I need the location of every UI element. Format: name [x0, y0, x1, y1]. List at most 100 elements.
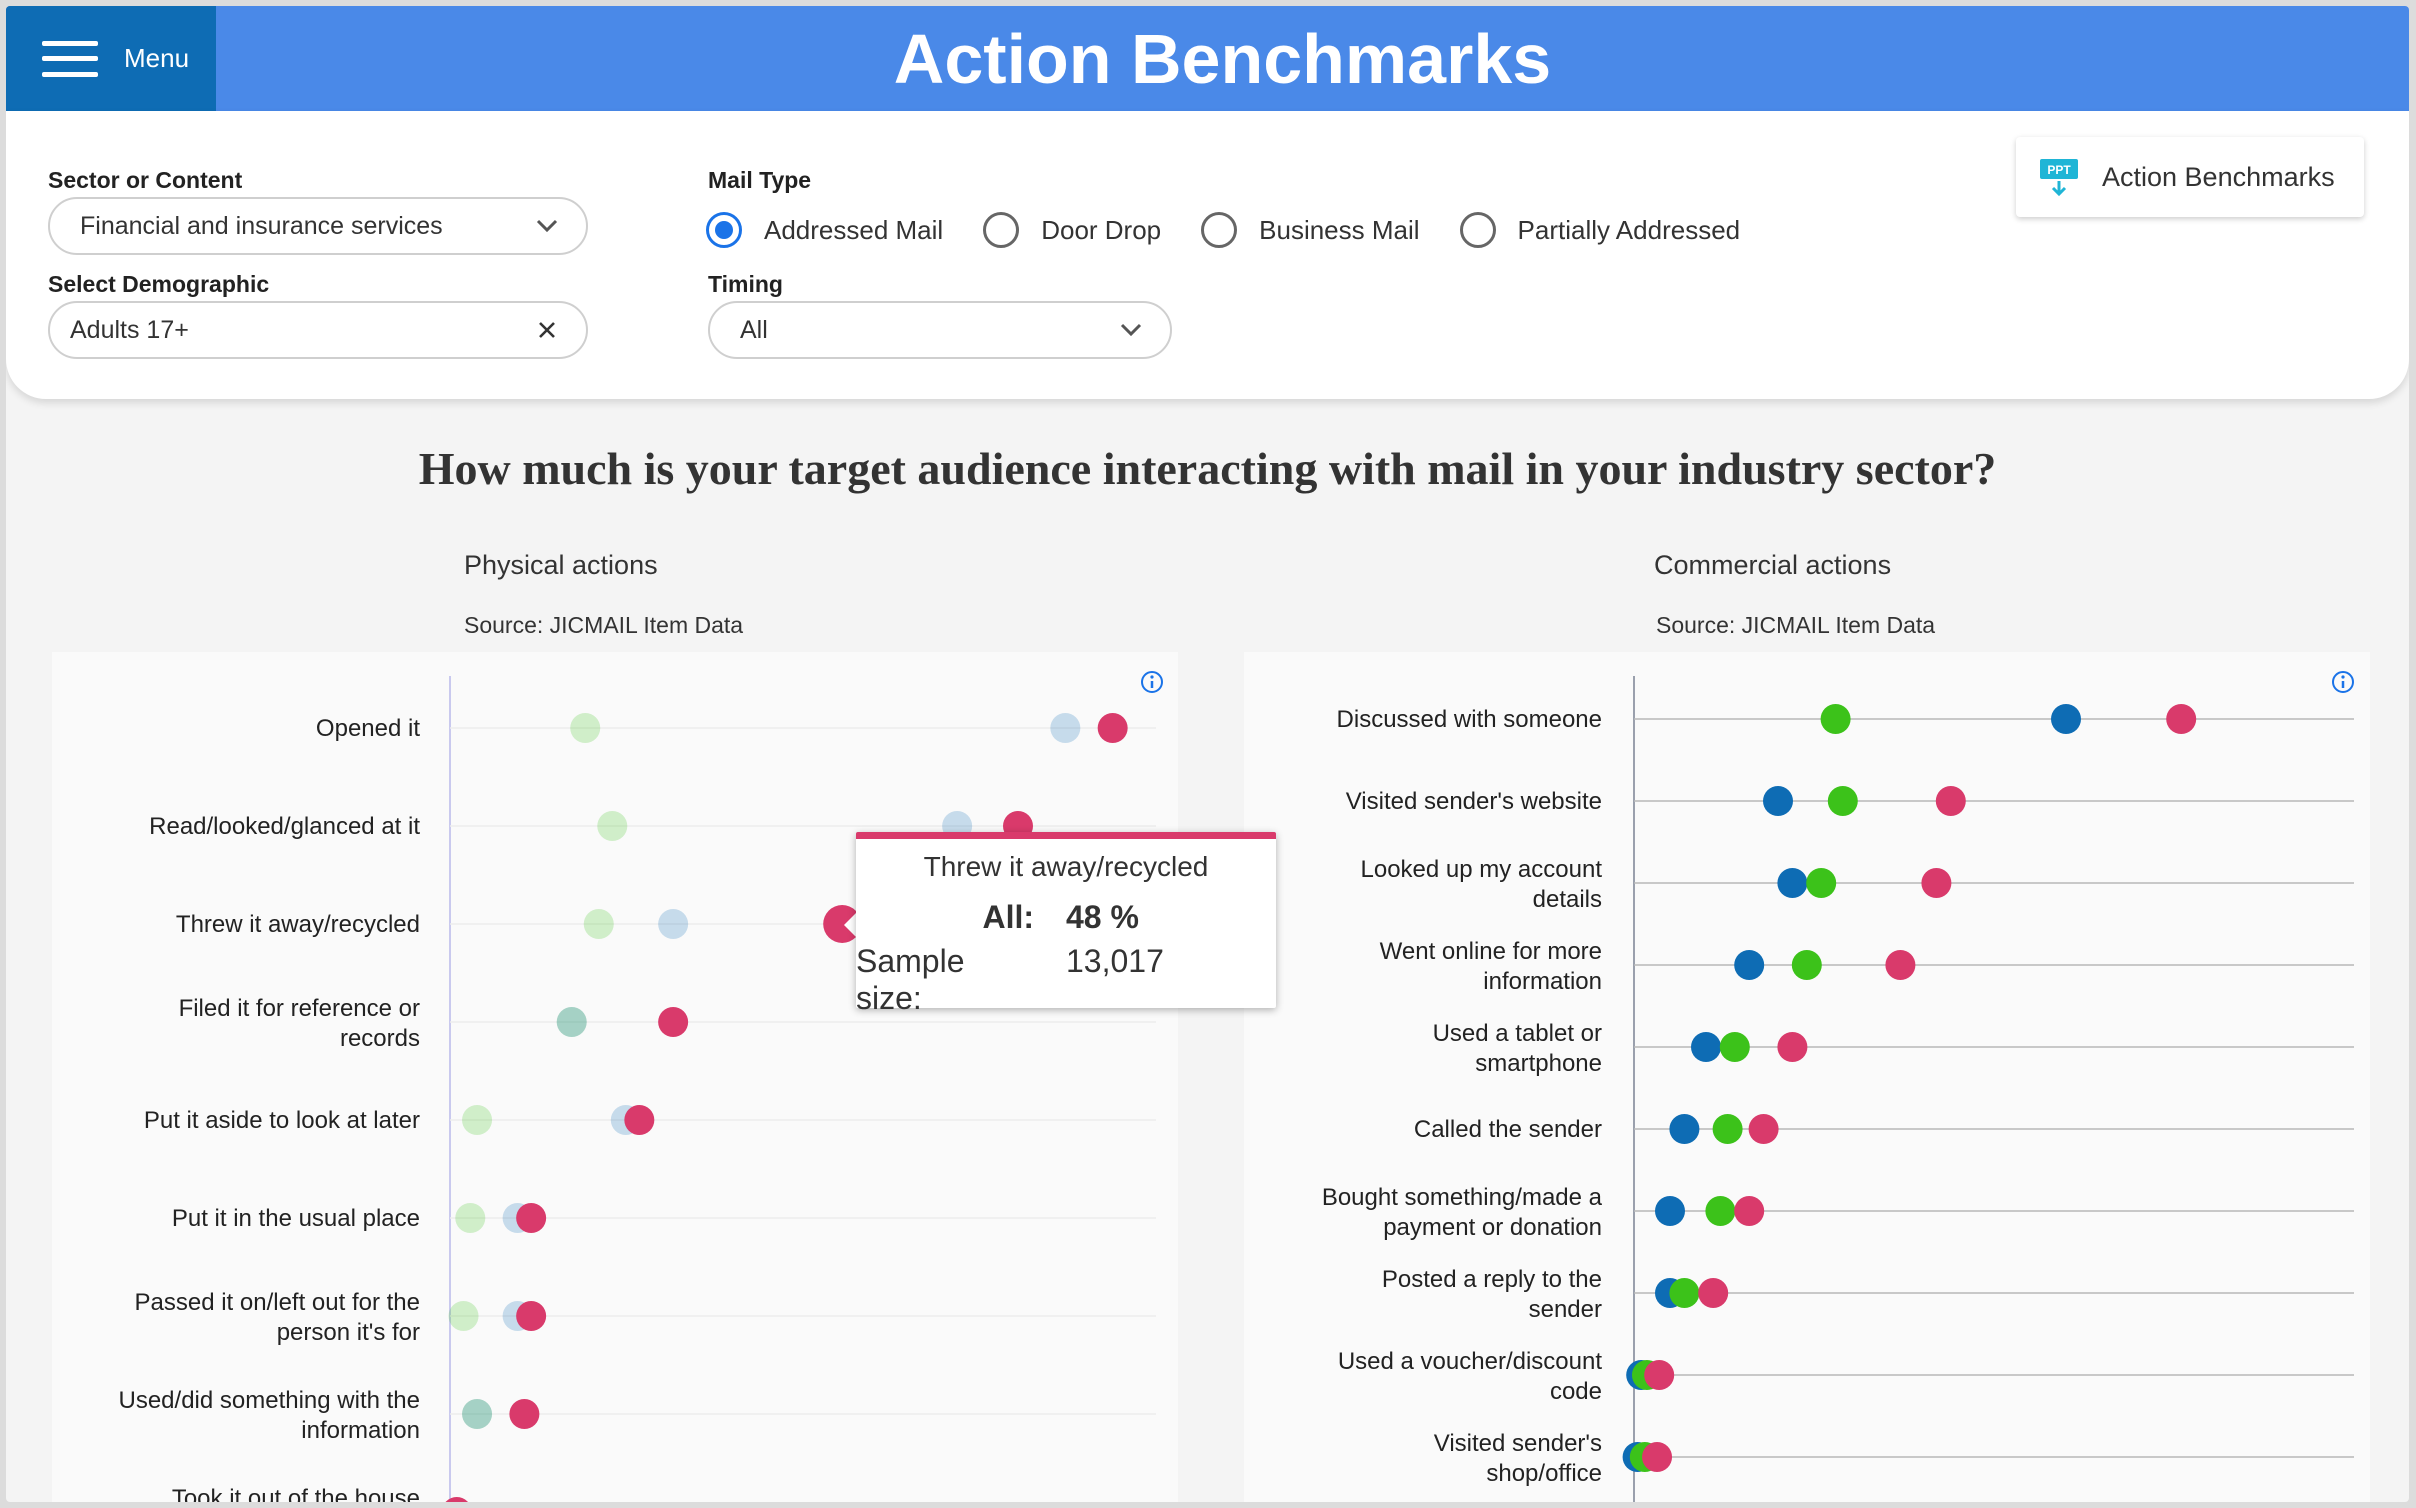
tooltip-caret	[844, 912, 857, 938]
data-point[interactable]	[462, 1399, 493, 1429]
commercial-chart-source: Source: JICMAIL Item Data	[1656, 612, 1936, 638]
category-label: Put it in the usual place	[172, 1205, 420, 1232]
data-point[interactable]	[1644, 1360, 1675, 1390]
data-point[interactable]	[516, 1301, 547, 1331]
data-point[interactable]	[1655, 1196, 1685, 1226]
clear-icon[interactable]	[534, 317, 560, 343]
physical-chart-title: Physical actions	[464, 550, 658, 580]
data-point[interactable]	[442, 1497, 472, 1502]
data-point[interactable]	[1777, 1032, 1808, 1062]
data-point[interactable]	[597, 811, 628, 841]
data-point[interactable]	[516, 1203, 547, 1233]
category-label: Bought something/made a payment or donati…	[1322, 1184, 1603, 1241]
radio-label: Business Mail	[1259, 214, 1420, 245]
data-point[interactable]	[455, 1203, 486, 1233]
data-point[interactable]	[1691, 1032, 1721, 1062]
category-label: Read/looked/glanced at it	[149, 813, 420, 840]
radio-unselected-icon	[1459, 212, 1496, 248]
data-point[interactable]	[1806, 868, 1837, 898]
data-point[interactable]	[658, 1007, 689, 1037]
physical-chart-svg: Opened it Read/looked/glanced at it Threw …	[119, 671, 1163, 1502]
category-label: Discussed with someone	[1337, 706, 1602, 733]
category-label: Used a tablet or smartphone	[1433, 1020, 1602, 1077]
data-point[interactable]	[624, 1105, 655, 1135]
data-point[interactable]	[570, 713, 601, 743]
category-label: Looked up my account details	[1361, 856, 1603, 913]
category-label: Visited sender's shop/office	[1434, 1430, 1602, 1487]
data-point[interactable]	[1669, 1114, 1700, 1144]
data-point[interactable]	[1935, 786, 1966, 816]
data-point[interactable]	[1719, 1032, 1750, 1062]
menu-button[interactable]: Menu	[6, 6, 216, 111]
data-point[interactable]	[658, 909, 689, 939]
data-point[interactable]	[1712, 1114, 1743, 1144]
category-label: Visited sender's website	[1346, 788, 1602, 815]
data-point[interactable]	[1097, 713, 1128, 743]
data-point[interactable]	[556, 1007, 587, 1037]
tooltip-sample-value: 13,017	[1066, 943, 1164, 979]
data-point[interactable]	[462, 1399, 493, 1429]
data-point[interactable]	[1734, 1196, 1765, 1226]
data-point[interactable]	[1642, 1442, 1673, 1472]
category-label: Used/did something with the information	[119, 1387, 421, 1444]
radio-door-drop[interactable]: Door Drop	[983, 212, 1161, 248]
category-label: Went online for more information	[1380, 938, 1602, 995]
category-label: Put it aside to look at later	[144, 1107, 420, 1134]
data-point[interactable]	[2051, 704, 2081, 734]
data-point[interactable]	[2166, 704, 2197, 734]
radio-addressed-mail[interactable]: Addressed Mail	[706, 212, 943, 248]
category-label: Opened it	[316, 715, 420, 742]
mail-type-label: Mail Type	[708, 167, 812, 193]
radio-unselected-icon	[1201, 212, 1238, 248]
category-label: Posted a reply to the sender	[1382, 1266, 1602, 1323]
data-point[interactable]	[1791, 950, 1822, 980]
data-point[interactable]	[1763, 786, 1793, 816]
data-point[interactable]	[583, 909, 614, 939]
data-point[interactable]	[1921, 868, 1952, 898]
info-icon[interactable]	[2332, 671, 2354, 693]
data-point[interactable]	[1827, 786, 1858, 816]
demographic-select[interactable]: Adults 17+	[48, 301, 588, 359]
ppt-download-button[interactable]: PPT Action Benchmarks	[2016, 137, 2364, 217]
radio-business-mail[interactable]: Business Mail	[1201, 212, 1420, 248]
data-point[interactable]	[1705, 1196, 1736, 1226]
app-frame: Menu Action Benchmarks Sector or Content…	[6, 6, 2409, 1502]
data-point[interactable]	[1748, 1114, 1779, 1144]
radio-unselected-icon	[983, 212, 1020, 248]
physical-actions-chart: Opened it Read/looked/glanced at it Threw …	[52, 652, 1178, 1502]
category-label: Passed it on/left out for the person it's…	[134, 1289, 420, 1346]
data-point[interactable]	[1885, 950, 1916, 980]
timing-select[interactable]: All	[708, 301, 1172, 359]
chevron-down-icon	[1118, 317, 1144, 343]
category-label: Called the sender	[1414, 1116, 1602, 1143]
hamburger-icon	[42, 40, 98, 77]
data-point[interactable]	[448, 1301, 479, 1331]
data-point[interactable]	[1820, 704, 1851, 734]
sector-select[interactable]: Financial and insurance services	[48, 197, 588, 255]
info-icon[interactable]	[1141, 671, 1163, 693]
data-point[interactable]	[1734, 950, 1765, 980]
data-point[interactable]	[1777, 868, 1808, 898]
sector-value: Financial and insurance services	[80, 211, 443, 240]
category-label: Filed it for reference or records	[179, 995, 420, 1052]
commercial-chart-title: Commercial actions	[1654, 550, 1892, 580]
menu-label: Menu	[124, 43, 190, 73]
data-point[interactable]	[1698, 1278, 1729, 1308]
data-point[interactable]	[462, 1105, 493, 1135]
commercial-chart-svg: Discussed with someone Visited sender's w…	[1322, 671, 2354, 1502]
tooltip-title: Threw it away/recycled	[923, 851, 1209, 882]
radio-label: Addressed Mail	[764, 214, 944, 245]
data-point[interactable]	[556, 1007, 587, 1037]
mail-type-radio-group: Addressed Mail Door Drop Business Mail P…	[706, 207, 1780, 253]
chart-tooltip: Threw it away/recycled All: 48 % Sample …	[856, 832, 1276, 1016]
data-point[interactable]	[1050, 713, 1081, 743]
tooltip-sample-label: Sample size:	[856, 943, 965, 1016]
data-point[interactable]	[1669, 1278, 1700, 1308]
data-point[interactable]	[509, 1399, 540, 1429]
radio-label: Partially Addressed	[1517, 214, 1741, 245]
chevron-down-icon	[534, 213, 560, 239]
chart-question-heading: How much is your target audience interac…	[418, 443, 1997, 494]
filter-panel: Sector or Content Financial and insuranc…	[6, 111, 2409, 399]
sector-label: Sector or Content	[48, 167, 243, 193]
radio-partially-addressed[interactable]: Partially Addressed	[1459, 212, 1741, 248]
